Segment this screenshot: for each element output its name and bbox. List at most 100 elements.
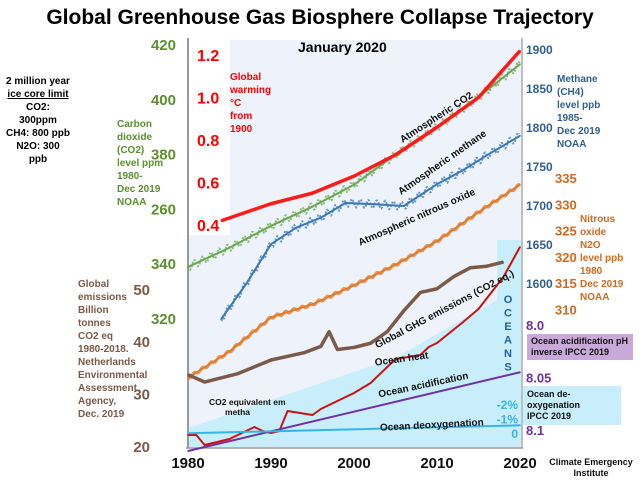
n2o-title-line: Dec 2019 (580, 279, 624, 290)
methane-tick-label: 1800 (526, 121, 553, 135)
oceans-letter: C (504, 308, 512, 320)
data-point-heat (419, 354, 422, 356)
data-point-methane (403, 205, 405, 207)
data-point-warming (353, 175, 355, 177)
methane-title-line: 1985- (557, 113, 583, 124)
warming-axis-title: Global warming °C from 1900 (230, 71, 271, 136)
n2o-tick-label: 335 (555, 171, 577, 186)
data-point-heat (187, 434, 189, 436)
data-point-ghg (203, 381, 206, 383)
ghg-tick-label: 50 (133, 282, 150, 299)
ghg-title-line: CO2 eq (78, 331, 114, 342)
data-point-n2o (436, 240, 438, 242)
data-point-warming (519, 49, 521, 52)
data-point-n2o (270, 316, 272, 319)
data-point-heat (286, 410, 289, 412)
n2o-tick-label: 310 (555, 303, 577, 318)
deox-tick-label: -2% (497, 398, 519, 412)
data-point-ghg (270, 359, 272, 361)
warming-title-line: °C (230, 98, 242, 109)
data-point-ghg (187, 373, 189, 376)
series-line-deox (187, 424, 521, 435)
methane-title-line: Dec 2019 (557, 126, 601, 137)
methane-tick-label: 1650 (526, 238, 553, 252)
co2-tick-label: 340 (151, 256, 176, 273)
data-point-n2o (187, 377, 189, 379)
methane-seasonal-cycle (220, 131, 520, 322)
ice-core-co2: CO2: 300ppm (19, 102, 57, 126)
ph-tick-label: 8.05 (526, 371, 551, 386)
data-point-methane (295, 227, 297, 229)
co2-tick-label: 380 (151, 147, 176, 164)
x-tick-label: 2020 (503, 455, 536, 472)
series-line-ghg (187, 260, 504, 384)
data-point-warming (477, 96, 480, 99)
ghg-title-line: Dec. 2019 (78, 409, 125, 420)
data-point-methane (220, 318, 222, 320)
n2o-tick-label: 320 (555, 250, 577, 265)
ghg-title-line: Billion (78, 305, 109, 316)
data-point-methane (486, 154, 488, 157)
warming-tick-label: 1.2 (197, 48, 219, 65)
co2-equivalent-annotation: CO2 equivalent em (209, 397, 286, 407)
data-point-ph (187, 450, 189, 452)
ghg-title-line: 1980-2018. (78, 344, 129, 355)
ice-core-ch4: CH4: 800 ppb (6, 128, 70, 139)
ghg-title-line: Netherlands (78, 357, 136, 368)
co2-tick-label: 420 (151, 37, 176, 54)
co2-title-line: Carbon (117, 119, 152, 130)
data-point-n2o (519, 184, 521, 186)
data-point-heat (270, 432, 272, 434)
warming-label-panel (188, 40, 230, 235)
series-line-warming (220, 49, 522, 223)
ph-tick-label: 8.0 (526, 318, 544, 333)
methane-axis-title: Methane (CH4) level ppb 1985- Dec 2019 NOAA (557, 73, 600, 151)
data-point-heat (477, 308, 480, 310)
data-point-n2o (477, 211, 480, 213)
data-point-co2 (228, 246, 231, 249)
n2o-tick-label: 325 (555, 224, 577, 239)
ice-core-n2o: N2O: 300 ppb (16, 141, 60, 165)
co2-title-line: Dec 2019 (117, 184, 161, 195)
warming-tick-label: 1.0 (197, 91, 219, 108)
data-point-heat (228, 438, 231, 440)
ph-box-line: inverse IPCC 2019 (531, 347, 610, 357)
oceans-letter: N (504, 348, 512, 360)
series-layer (187, 49, 522, 452)
oceans-letter: S (504, 362, 511, 374)
data-point-ghg (469, 266, 472, 269)
warming-title-line: Global (230, 72, 262, 83)
data-point-warming (270, 202, 272, 205)
data-point-co2 (519, 63, 521, 65)
ice-core-title: 2 million year (6, 76, 70, 87)
series-line-methane (220, 134, 521, 320)
data-point-n2o (311, 303, 314, 306)
data-point-deox (187, 432, 189, 435)
data-point-methane (436, 183, 438, 185)
data-point-co2 (353, 183, 355, 186)
data-point-heat (394, 358, 397, 360)
ocean-acidification-legend-box: Ocean acidification pH inverse IPCC 2019 (527, 334, 633, 360)
methane-tick-label: 1750 (526, 160, 553, 174)
data-point-ghg (369, 342, 372, 345)
data-point-ghg (502, 261, 505, 263)
ghg-title-line: emissions (78, 292, 127, 303)
n2o-title-line: 1980 (580, 266, 603, 277)
data-point-ph (519, 371, 521, 374)
data-point-n2o (353, 284, 355, 287)
data-point-co2 (187, 266, 189, 268)
data-point-ghg (386, 330, 389, 333)
ghg-title-line: Agency, (78, 396, 117, 407)
warming-tick-label: 0.4 (197, 218, 219, 235)
tick-layer: 4204003802603403201.21.00.80.60.41900185… (133, 37, 576, 472)
ice-core-subtitle: ice core limit (7, 89, 69, 100)
x-tick-label: 1980 (171, 455, 204, 472)
n2o-title-line: Nitrous (580, 214, 615, 225)
deox-tick-label: -1% (497, 413, 519, 427)
chart-subtitle: January 2020 (298, 39, 387, 55)
oceans-letter: A (504, 335, 512, 347)
deox-box-line: IPCC 2019 (527, 411, 572, 421)
deox-box-line: Ocean de-oxygenation (527, 389, 581, 410)
data-point-heat (502, 276, 505, 278)
